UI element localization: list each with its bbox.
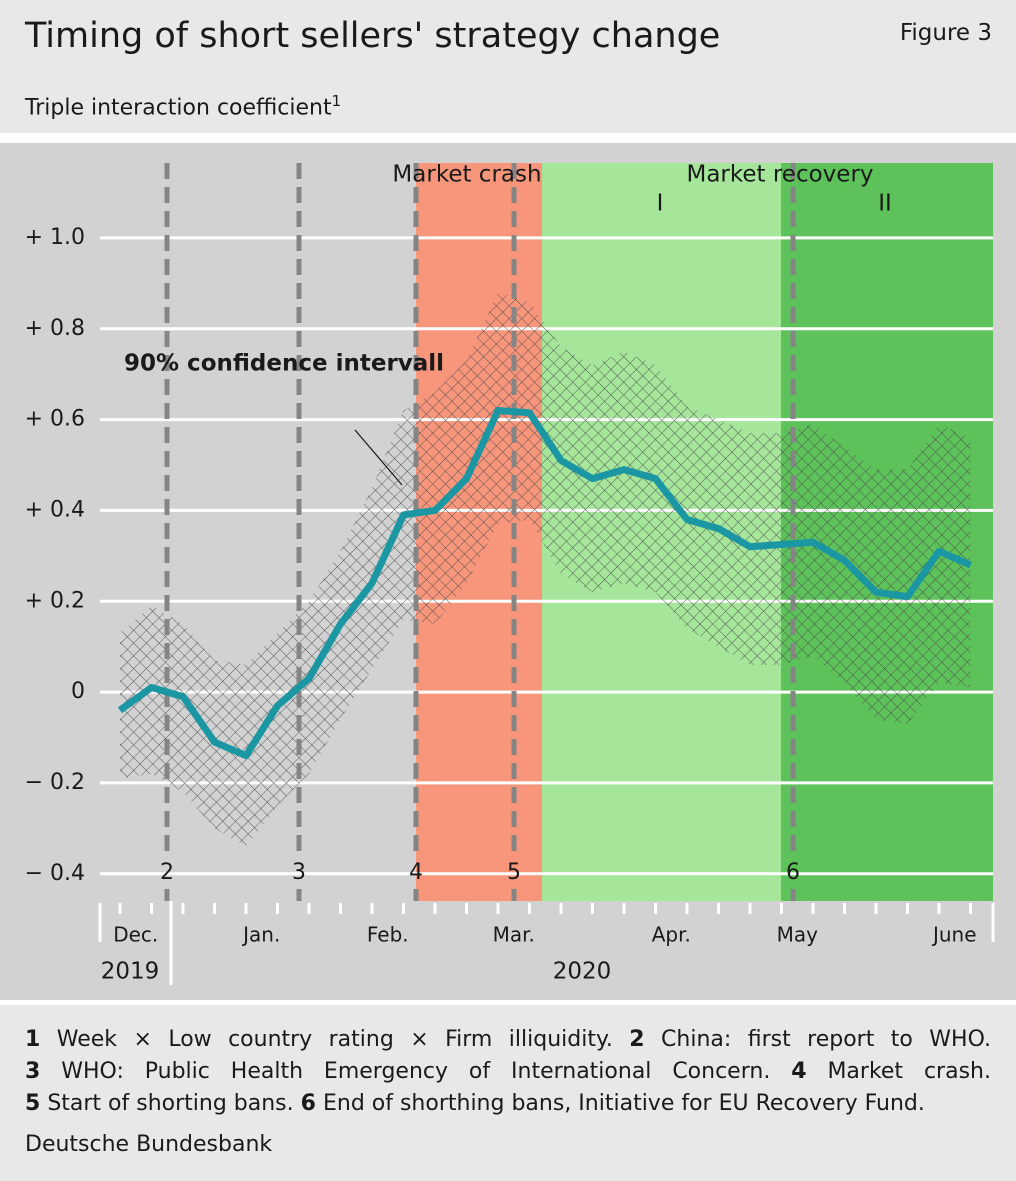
x-tick-label: Feb. (367, 923, 409, 947)
y-tick-label: − 0.2 (25, 770, 85, 795)
figure-label: Figure 3 (899, 20, 992, 46)
event-label: 5 (507, 860, 521, 885)
event-label: 2 (160, 860, 174, 885)
period-label: II (878, 191, 892, 217)
y-tick-label: + 0.8 (25, 316, 85, 341)
note-number: 2 (629, 1027, 645, 1052)
y-tick-label: 0 (71, 679, 85, 704)
data-line (117, 407, 972, 760)
subtitle-text: Triple interaction coefficient (25, 95, 332, 121)
year-label: 2020 (553, 959, 612, 985)
subtitle: Triple interaction coefficient1 (25, 92, 341, 120)
y-tick-label: + 1.0 (25, 225, 85, 250)
x-tick-label: Jan. (241, 923, 280, 947)
note-text: WHO: Public Health Emergency of Internat… (61, 1059, 771, 1084)
note-line: 3 WHO: Public Health Emergency of Intern… (25, 1056, 991, 1088)
note-number: 5 (25, 1091, 41, 1116)
source: Deutsche Bundesbank (25, 1132, 273, 1157)
note-line: 5 Start of shorting bans. 6 End of short… (25, 1088, 991, 1120)
y-tick-label: + 0.4 (25, 497, 85, 522)
y-tick-label: − 0.4 (25, 861, 85, 886)
year-label: 2019 (101, 959, 160, 985)
note-text: End of shorthing bans, Initiative for EU… (322, 1091, 925, 1116)
x-tick-label: Mar. (493, 923, 535, 947)
note-text: Week × Low country rating × Firm illiqui… (56, 1027, 613, 1052)
period-label: I (657, 191, 664, 217)
confidence-band (120, 292, 971, 847)
x-tick-label: Apr. (652, 923, 691, 947)
period-label: Market crash (392, 162, 541, 188)
event-label: 4 (409, 860, 423, 885)
y-tick-label: + 0.2 (25, 588, 85, 613)
event-label: 3 (292, 860, 306, 885)
note-text: China: first report to WHO. (661, 1027, 991, 1052)
footnotes: 1 Week × Low country rating × Firm illiq… (25, 1024, 991, 1120)
note-text: Start of shorting bans. (47, 1091, 294, 1116)
footnote-ref: 1 (331, 92, 342, 110)
note-number: 3 (25, 1059, 41, 1084)
x-tick-label: June (931, 923, 977, 947)
note-number: 1 (25, 1027, 41, 1052)
note-text: Market crash. (827, 1059, 991, 1084)
x-tick-label: May (777, 923, 819, 947)
chart: + 1.0 + 0.8 + 0.6 + 0.4 + 0.2 0 − 0.2 − 0.4 Dec.… (0, 133, 1016, 1005)
y-tick-label: + 0.6 (25, 407, 85, 432)
chart-title: Timing of short sellers' strategy change (25, 16, 721, 56)
ci-annotation: 90% confidence intervall (124, 351, 444, 377)
period-group-label: Market recovery (686, 162, 873, 188)
note-number: 4 (791, 1059, 807, 1084)
annotation-leader (354, 429, 403, 486)
event-label: 6 (786, 860, 800, 885)
x-tick-label: Dec. (113, 923, 158, 947)
note-line: 1 Week × Low country rating × Firm illiq… (25, 1024, 991, 1056)
note-number: 6 (300, 1091, 316, 1116)
